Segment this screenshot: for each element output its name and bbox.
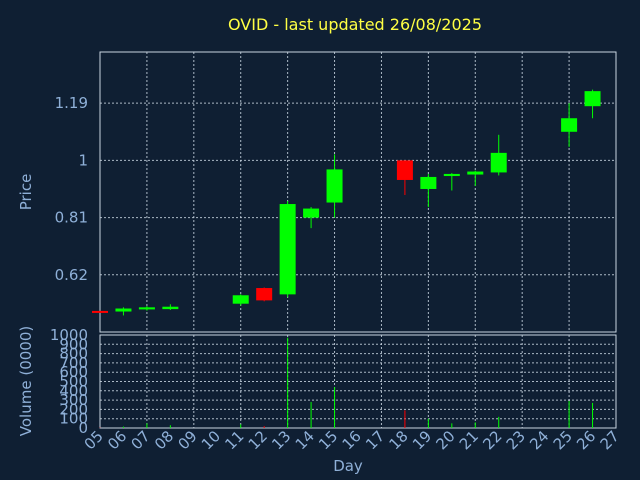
x-axis-label: Day: [333, 457, 363, 475]
x-tick-label: 08: [151, 427, 177, 453]
candle-body-15: [326, 169, 343, 203]
price-frame: [99, 51, 617, 333]
candle-body-19: [420, 176, 437, 189]
candle-body-26: [584, 91, 601, 107]
candle-body-06: [115, 308, 132, 312]
candle-body-13: [279, 204, 296, 295]
volume-frame: [99, 334, 617, 429]
x-tick-labels: 0506070809101112131415161718192021222324…: [81, 427, 623, 453]
volume-tick-label: 600: [59, 363, 88, 381]
x-tick-label: 13: [268, 427, 294, 453]
volume-tick-label: 300: [59, 391, 88, 409]
candle-body-07: [138, 307, 155, 310]
volume-tick-label: 200: [59, 400, 88, 418]
x-tick-label: 25: [550, 427, 576, 453]
x-tick-label: 19: [409, 427, 435, 453]
x-tick-label: 07: [128, 427, 154, 453]
x-tick-label: 11: [221, 427, 247, 453]
candle-body-05: [92, 310, 108, 313]
price-tick-label: 0.62: [55, 266, 88, 284]
x-tick-label: 24: [526, 427, 552, 453]
volume-tick-label: 100: [59, 410, 88, 428]
volume-tick-label: 800: [59, 345, 88, 363]
volume-tick-label: 0: [78, 419, 88, 437]
price-panel: 0.62 0.81 1 1.19: [55, 51, 617, 333]
x-tick-label: 16: [339, 427, 365, 453]
candle-body-11: [232, 295, 249, 304]
price-tick-label: 1: [78, 151, 88, 169]
candle-body-20: [443, 173, 460, 177]
candle-body-14: [303, 208, 320, 218]
x-tick-label: 27: [597, 427, 623, 453]
candle-body-22: [490, 152, 507, 173]
x-tick-label: 15: [315, 427, 341, 453]
x-tick-label: 22: [479, 427, 505, 453]
candle-body-25: [561, 118, 578, 132]
price-axis-label: Price: [17, 174, 35, 211]
x-tick-label: 26: [573, 427, 599, 453]
candle-body-18: [396, 160, 413, 180]
volume-axis-label: Volume (0000): [17, 326, 35, 436]
x-tick-label: 21: [456, 427, 482, 453]
x-tick-label: 23: [503, 427, 529, 453]
x-tick-label: 10: [198, 427, 224, 453]
candle-body-21: [467, 171, 484, 175]
x-tick-label: 18: [386, 427, 412, 453]
volume-tick-label: 1000: [50, 326, 88, 344]
x-tick-label: 14: [292, 427, 318, 453]
x-tick-label: 20: [432, 427, 458, 453]
price-tick-label: 1.19: [55, 94, 88, 112]
chart-title: OVID - last updated 26/08/2025: [228, 15, 482, 34]
volume-tick-label: 900: [59, 335, 88, 353]
volume-tick-label: 400: [59, 382, 88, 400]
candle-body-08: [162, 306, 179, 310]
x-tick-label: 17: [362, 427, 388, 453]
volume-tick-label: 500: [59, 373, 88, 391]
x-tick-label: 12: [245, 427, 271, 453]
candle-body-12: [256, 288, 273, 301]
price-tick-label: 0.81: [55, 209, 88, 227]
x-tick-label: 06: [104, 427, 130, 453]
x-tick-label: 09: [174, 427, 200, 453]
volume-tick-label: 700: [59, 354, 88, 372]
